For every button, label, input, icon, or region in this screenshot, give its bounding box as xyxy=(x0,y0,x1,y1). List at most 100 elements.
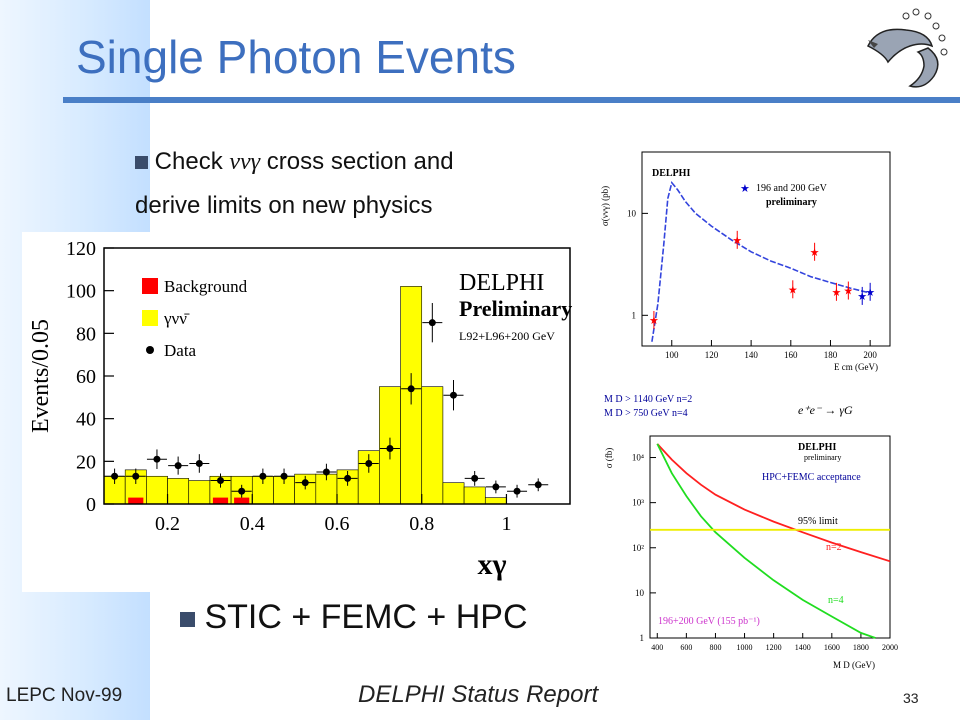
lim-x-tick-label: 1400 xyxy=(795,643,811,652)
y-tick-label: 100 xyxy=(66,281,96,303)
x-tick-label: 0.8 xyxy=(409,513,434,535)
bullet-detectors: STIC + FEMC + HPC xyxy=(180,598,528,637)
bullet1-line2: derive limits on new physics xyxy=(135,192,433,219)
data-point xyxy=(492,483,500,491)
xsec-point: ★ xyxy=(843,286,853,298)
data-point xyxy=(301,479,309,487)
lim-process: e⁺e⁻ → γG xyxy=(798,403,853,417)
lim-dataset: 196+200 GeV (155 pb⁻¹) xyxy=(658,616,760,627)
y-tick-label: 80 xyxy=(76,323,96,345)
lim-y-tick-label: 10⁴ xyxy=(632,453,644,463)
xsec-point: ★ xyxy=(831,287,841,299)
bullet1-pre: Check xyxy=(154,148,230,175)
histogram-bin xyxy=(442,482,465,505)
lim-text-n2: M D > 1140 GeV n=2 xyxy=(604,394,692,405)
y-tick-label: 40 xyxy=(76,409,96,431)
xsec-experiment: DELPHI xyxy=(652,168,690,179)
lim-x-tick-label: 1000 xyxy=(737,643,753,652)
xsec-point: ★ xyxy=(649,315,659,327)
slide-number: 33 xyxy=(903,690,919,706)
bullet2-text: STIC + FEMC + HPC xyxy=(204,598,528,636)
delphi-dolphin-logo-icon xyxy=(866,8,948,88)
x-tick-label: 1 xyxy=(501,513,511,535)
histogram-bin xyxy=(421,386,444,505)
xgamma-histogram: 0 20 40 60 80 100 120 0.2 0.4 0.6 0.8 1 Events/0.05 x… xyxy=(28,238,572,581)
xsec-point: ★ xyxy=(788,284,798,296)
data-point xyxy=(259,472,267,480)
xsec-y-tick-label: 1 xyxy=(632,310,637,320)
xsec-point: ★ xyxy=(865,287,875,299)
graviton-limits-chart: 400 600 800 1000 1200 1400 1600 1800 2000 1 10 10² 1… xyxy=(604,394,898,670)
legend-marker-data xyxy=(146,346,154,354)
histogram-bin xyxy=(146,475,168,505)
data-point xyxy=(238,487,246,495)
x-tick-label: 0.6 xyxy=(325,513,350,535)
lim-y-tick-label: 1 xyxy=(640,633,645,643)
xsec-legend-marker: ★ xyxy=(740,183,750,195)
y-tick-label: 120 xyxy=(66,238,96,260)
data-point xyxy=(428,319,436,327)
xsec-y-tick-label: 10 xyxy=(627,208,637,218)
lim-y-axis-label: σ (fb) xyxy=(604,448,614,469)
y-tick-label: 0 xyxy=(86,494,96,516)
data-point xyxy=(513,487,521,495)
histogram-panel: 0 20 40 60 80 100 120 0.2 0.4 0.6 0.8 1 Events/0.05 x… xyxy=(22,232,575,592)
lim-y-tick-label: 10³ xyxy=(632,498,644,508)
data-point xyxy=(386,445,394,453)
histogram-bin xyxy=(484,497,507,505)
xsec-curve xyxy=(651,180,871,342)
histogram-bin xyxy=(188,480,211,505)
lim-x-tick-label: 400 xyxy=(651,643,663,652)
x-tick-label: 0.4 xyxy=(240,513,265,535)
y-axis-label: Events/0.05 xyxy=(28,319,54,433)
lim-x-tick-label: 1200 xyxy=(766,643,782,652)
legend-label-data: Data xyxy=(164,341,197,360)
footer-title: DELPHI Status Report xyxy=(358,681,599,708)
y-tick-label: 20 xyxy=(76,451,96,473)
background-bin xyxy=(212,497,229,504)
xsec-x-tick-label: 140 xyxy=(744,350,758,360)
lim-y-tick-label: 10² xyxy=(632,543,644,553)
x-tick-label: 0.2 xyxy=(155,513,180,535)
lim-acceptance: HPC+FEMC acceptance xyxy=(762,472,861,483)
lim-series-label-n4: n=4 xyxy=(828,595,844,606)
legend-swatch-signal xyxy=(142,310,158,326)
data-point xyxy=(132,472,140,480)
xsec-x-tick-label: 180 xyxy=(824,350,838,360)
lim-status: preliminary xyxy=(804,453,841,462)
lim-x-tick-label: 800 xyxy=(709,643,721,652)
status-label: Preliminary xyxy=(459,296,572,321)
data-point xyxy=(111,472,119,480)
lim-y-tick-label: 10 xyxy=(635,588,645,598)
xsec-x-tick-label: 200 xyxy=(863,350,877,360)
data-point xyxy=(195,459,203,467)
lim-x-axis-label: M D (GeV) xyxy=(833,660,875,670)
bullet-square-icon xyxy=(135,156,148,170)
x-axis-label: xγ xyxy=(477,548,506,581)
lim-series-line xyxy=(656,443,891,563)
limits-panel: 400 600 800 1000 1200 1400 1600 1800 2000 1 10 10² 1… xyxy=(598,384,910,684)
legend-label-background: Background xyxy=(164,277,248,296)
energy-note: L92+L96+200 GeV xyxy=(459,329,555,343)
histogram-bin xyxy=(167,478,190,505)
xsec-y-axis-label: σ(ννγ) (pb) xyxy=(600,186,610,226)
lim-x-tick-label: 1800 xyxy=(853,643,869,652)
lim-experiment: DELPHI xyxy=(798,442,836,453)
data-point xyxy=(534,481,542,489)
data-point xyxy=(365,459,373,467)
background-bin xyxy=(234,497,250,504)
y-tick-label: 60 xyxy=(76,366,96,388)
lim-x-tick-label: 2000 xyxy=(882,643,898,652)
xsec-frame xyxy=(641,151,891,347)
lim-text-n4: M D > 750 GeV n=4 xyxy=(604,408,688,419)
lim-series-label-n2: n=2 xyxy=(826,542,842,553)
bullet-check-cross-section: Check ννγ cross section and derive limit… xyxy=(135,148,454,219)
legend-swatch-background xyxy=(142,278,158,294)
xsec-x-axis-label: E cm (GeV) xyxy=(834,362,878,372)
data-point xyxy=(471,474,479,482)
xsec-point: ★ xyxy=(857,291,867,303)
data-point xyxy=(407,385,415,393)
data-point xyxy=(322,468,330,476)
data-point xyxy=(280,472,288,480)
data-point xyxy=(344,474,352,482)
